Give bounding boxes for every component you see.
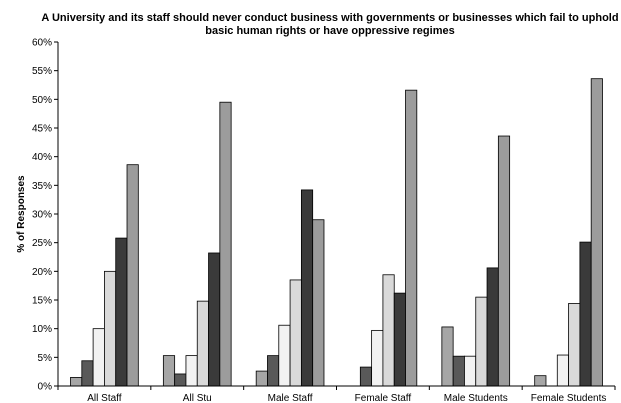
bar — [382, 274, 395, 387]
x-tick-label: All Stu — [183, 393, 212, 403]
y-tick-label: 15% — [32, 296, 52, 307]
x-axis: All Staff All Stu Male Staff Female Staff Ma… — [57, 386, 616, 403]
bar — [162, 355, 176, 387]
bar — [534, 375, 547, 387]
bar — [70, 376, 83, 387]
y-tick-label: 60% — [32, 38, 52, 49]
bar — [556, 354, 569, 387]
bar — [185, 355, 198, 387]
chart-title-line-2: basic human rights or have oppressive re… — [205, 25, 454, 37]
chart-title-line-1: A University and its staff should never … — [41, 12, 618, 24]
y-tick-label: 50% — [32, 95, 52, 106]
bar — [452, 355, 465, 387]
bar — [405, 89, 418, 387]
bar — [208, 252, 221, 387]
bar — [115, 237, 128, 387]
bar — [497, 135, 511, 387]
y-tick-label: 0% — [38, 382, 53, 393]
y-tick-label: 35% — [32, 181, 52, 192]
bar — [289, 279, 302, 387]
bar — [464, 355, 477, 387]
bar — [174, 373, 187, 387]
bar — [486, 267, 499, 387]
y-axis-label: % of Responses — [16, 175, 27, 253]
y-tick-label: 40% — [32, 152, 52, 163]
bar — [579, 241, 592, 387]
bar — [568, 303, 581, 387]
y-tick-label: 25% — [32, 238, 52, 249]
x-tick-label: Male Students — [444, 393, 508, 403]
bar — [92, 328, 105, 387]
bar — [441, 326, 454, 387]
x-tick-label: All Staff — [87, 393, 121, 403]
bar — [104, 270, 117, 387]
y-tick-label: 55% — [32, 66, 52, 77]
bar — [359, 366, 373, 387]
x-tick-label: Female Students — [531, 393, 607, 403]
bar — [475, 296, 488, 387]
bar — [312, 219, 325, 387]
y-axis: 0% 5% 10% 15% 20% 25% 30% 35% 40% 45% 50% 55% 60% — [32, 38, 58, 393]
bars — [70, 78, 603, 387]
bar — [81, 360, 94, 387]
bar — [219, 101, 232, 387]
bar — [371, 329, 384, 387]
bar — [393, 292, 406, 387]
y-tick-label: 5% — [38, 353, 53, 364]
bar — [300, 189, 314, 387]
bar — [196, 300, 209, 387]
x-tick-label: Female Staff — [355, 393, 412, 403]
y-tick-label: 45% — [32, 124, 52, 135]
x-tick-label: Male Staff — [268, 393, 313, 403]
y-tick-label: 20% — [32, 267, 52, 278]
bar — [126, 164, 139, 387]
bar — [278, 324, 291, 387]
bar — [255, 370, 268, 387]
y-tick-label: 10% — [32, 324, 52, 335]
bar — [590, 78, 603, 387]
y-tick-label: 30% — [32, 210, 52, 221]
bar — [267, 355, 280, 387]
